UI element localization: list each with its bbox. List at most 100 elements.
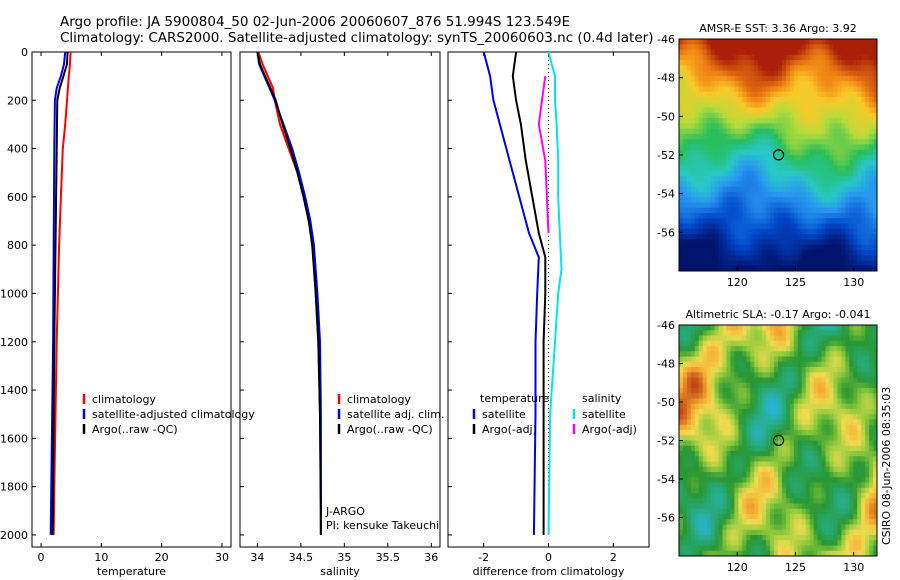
sla_map-cell: [714, 367, 719, 373]
sst_map-cell: [873, 107, 878, 114]
sla_map-cell: [738, 351, 743, 357]
sst_map-cell: [857, 244, 862, 251]
sst_map-cell: [841, 128, 846, 135]
sst_map-cell: [785, 118, 791, 124]
sla_map-cell: [857, 340, 862, 347]
sst_map-cell: [742, 128, 747, 135]
sst_map-cell: [797, 44, 803, 50]
sla_map-cell: [738, 382, 743, 389]
sst_map-cell: [758, 70, 763, 77]
sst_map-cell: [754, 265, 759, 272]
sla_map-cell: [722, 482, 727, 489]
sst_map-cell: [698, 86, 704, 93]
sst_map-cell: [785, 265, 791, 272]
sla_map-cell: [778, 445, 783, 452]
sst_map-cell: [813, 139, 818, 145]
sst_map-cell: [686, 213, 692, 219]
sst_map-cell: [690, 239, 696, 246]
sla_map-cell: [770, 493, 775, 499]
sst_map-cell: [682, 265, 688, 272]
sla_map-cell: [805, 456, 811, 462]
sla_map-cell: [718, 398, 723, 405]
sst_map-cell: [702, 144, 708, 151]
sla_map-cell: [686, 493, 692, 499]
sla_map-cell: [813, 487, 818, 494]
sst_map-cell: [861, 207, 866, 214]
sst_map-cell: [774, 202, 779, 209]
sla_map-cell: [726, 340, 731, 347]
sla_map-cell: [817, 346, 822, 352]
sla_map-cell: [781, 550, 787, 557]
sst_map-cell: [785, 202, 791, 209]
sla_map-cell: [857, 535, 862, 541]
sla_map-cell: [813, 451, 818, 457]
sla_map-cell: [774, 388, 779, 394]
sla_map-cell: [789, 335, 795, 342]
sst_map-cell: [754, 44, 759, 50]
sst_map-cell: [869, 186, 874, 193]
sst_map-cell: [679, 60, 684, 66]
sla_map-cell: [801, 393, 807, 399]
sla_map-cell: [837, 382, 842, 389]
sst_map-cell: [853, 102, 858, 108]
sla_map-cell: [845, 325, 850, 331]
sla_map-cell: [738, 466, 743, 473]
sst_map-cell: [825, 149, 830, 156]
sla_map-cell: [750, 456, 755, 462]
sla_map-cell: [829, 356, 834, 363]
sla_map-cell: [861, 508, 866, 515]
sla_map-cell: [801, 498, 807, 504]
sla_map-cell: [793, 487, 799, 494]
sla_map-cell: [746, 445, 751, 452]
sst_map-cell: [766, 170, 771, 177]
sla_map-cell: [734, 340, 739, 347]
sla_map-cell: [821, 545, 826, 552]
sst_map-cell: [813, 249, 818, 256]
sla_map-cell: [793, 545, 799, 552]
sla_map-cell: [750, 503, 755, 510]
sla_map-cell: [809, 346, 815, 352]
temperature-axes-frame: [31, 51, 232, 548]
sla_map-cell: [873, 456, 878, 462]
sst_map-cell: [845, 223, 850, 230]
sla_map-cell: [805, 519, 811, 525]
sst_map-cell: [738, 181, 743, 188]
sst_map-cell: [829, 44, 834, 50]
sst_map-cell: [789, 102, 795, 108]
sst_map-cell: [817, 244, 822, 251]
sst_map-cell: [785, 223, 791, 230]
sst_map-cell: [710, 128, 716, 135]
sla_map-cell: [789, 472, 795, 478]
sla_map-cell: [869, 403, 874, 410]
sla_map-cell: [750, 351, 755, 357]
sst_map-cell: [833, 65, 838, 72]
sst_map-cell: [730, 265, 735, 272]
sst_map-cell: [845, 186, 850, 193]
sst_map-cell: [805, 81, 811, 87]
sst_map-cell: [758, 75, 763, 82]
sst_map-cell: [698, 54, 704, 61]
sst_map-cell: [869, 170, 874, 177]
sla_map-cell: [849, 351, 854, 357]
sla_map-cell: [801, 550, 807, 557]
sst_map-cell: [758, 139, 763, 145]
sst_map-cell: [778, 54, 783, 61]
sst_map-cell: [801, 107, 807, 114]
sla_map-cell: [817, 424, 822, 431]
sst_map-cell: [857, 102, 862, 108]
sst_map-cell: [793, 260, 799, 267]
sst_map-cell: [758, 118, 763, 124]
sla_map-cell: [710, 487, 716, 494]
sst_map-cell: [793, 213, 799, 219]
sst_map-cell: [849, 260, 854, 267]
sst_map-cell: [746, 202, 751, 209]
sst_map-cell: [861, 249, 866, 256]
sst_map-cell: [742, 133, 747, 140]
sla_map-cell: [746, 487, 751, 494]
sla_map-cell: [841, 466, 846, 473]
sst_map-cell: [750, 176, 755, 182]
sla_map-cell: [718, 430, 723, 436]
sla_map-cell: [686, 330, 692, 336]
sst_map-cell: [789, 155, 795, 161]
sst_map-cell: [750, 186, 755, 193]
